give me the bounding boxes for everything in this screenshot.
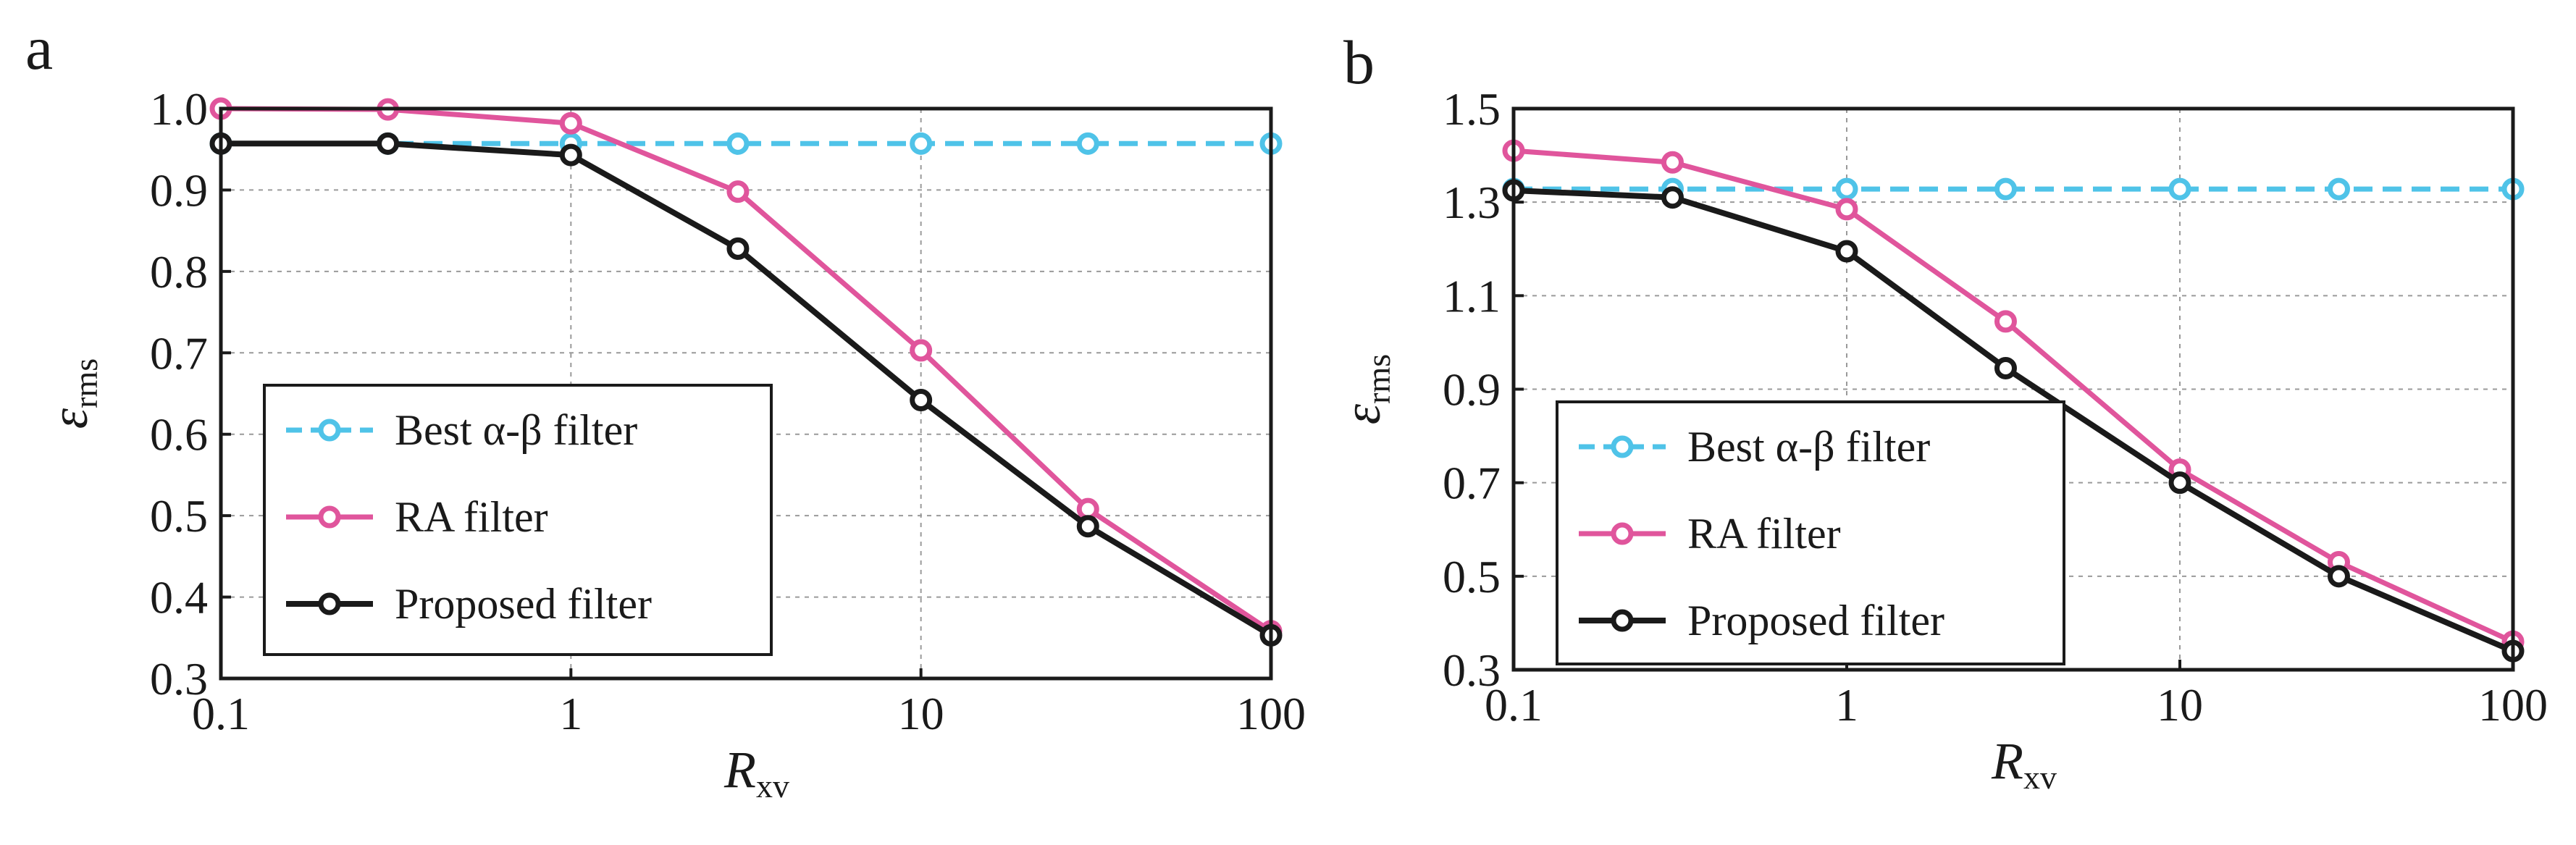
y-tick-label: 0.4 [150, 572, 208, 623]
legend-swatch-marker [1611, 435, 1634, 458]
data-point [1661, 186, 1684, 209]
data-point [1835, 240, 1858, 263]
legend-swatch-marker [1611, 522, 1634, 545]
x-tick-label: 100 [2478, 679, 2548, 731]
legend-entry-label: Proposed filter [395, 580, 652, 628]
data-point [910, 132, 933, 155]
data-point [726, 132, 750, 155]
legend-entry-label: Best α-β filter [1687, 423, 1930, 471]
data-point [726, 180, 750, 203]
data-point [559, 112, 582, 135]
y-axis-label-subscript: rms [67, 358, 104, 408]
y-tick-label: 0.8 [150, 246, 208, 298]
data-point [377, 132, 400, 155]
data-point [1835, 198, 1858, 221]
legend-swatch-marker [318, 592, 341, 615]
panel-a: a 0.1 1 10 100 0.3 0.4 0.5 0.6 0.7 0.8 0.9 1.0 Rxv εrm… [25, 13, 1306, 804]
panel-b: b 0.1 1 10 100 0.3 0.5 0.7 0.9 1.1 1.3 1.5 Rxv εrms Be… [1333, 28, 2548, 796]
x-tick-label: 1 [1835, 679, 1858, 731]
y-axis-label: εrms [1333, 354, 1397, 424]
plot-frame [219, 106, 1273, 681]
data-point [2168, 177, 2191, 201]
data-point [910, 388, 933, 411]
x-tick-label: 0.1 [192, 688, 250, 739]
y-axis-label: εrms [41, 358, 104, 429]
y-tick-label: 0.5 [150, 490, 208, 542]
x-axis-label-subscript: xv [756, 768, 789, 804]
data-point [2327, 565, 2350, 588]
y-tick-label: 0.3 [1443, 644, 1501, 696]
x-tick-label: 10 [898, 688, 944, 739]
data-point [726, 237, 750, 260]
x-tick-label: 100 [1236, 688, 1306, 739]
y-tick-label: 1.0 [150, 83, 208, 135]
legend-entry-label: Best α-β filter [395, 406, 637, 454]
legend-entry-label: RA filter [395, 493, 548, 541]
x-tick-label: 0.1 [1485, 679, 1543, 731]
x-tick-label: 10 [2157, 679, 2203, 731]
y-tick-label: 0.9 [150, 164, 208, 216]
data-point [1661, 151, 1684, 174]
y-tick-label: 1.5 [1443, 83, 1501, 135]
legend: Best α-β filter RA filter Proposed filter [263, 384, 773, 656]
data-point [1076, 132, 1099, 155]
y-tick-label: 0.5 [1443, 551, 1501, 602]
data-point [1076, 515, 1099, 538]
legend-swatch-marker [318, 505, 341, 529]
panel-letter: b [1343, 28, 1375, 97]
data-point [1994, 177, 2017, 201]
legend: Best α-β filter RA filter Proposed filter [1556, 400, 2065, 665]
y-tick-label: 1.1 [1443, 270, 1501, 321]
data-point [1994, 356, 2017, 379]
legend-entry-label: Proposed filter [1687, 597, 1944, 644]
y-tick-label: 0.9 [1443, 364, 1501, 416]
panel-letter: a [25, 13, 53, 83]
data-point [2168, 471, 2191, 495]
x-axis-label: Rxv [723, 741, 789, 804]
legend-entry-label: RA filter [1687, 510, 1841, 558]
y-axis-label-subscript: rms [1360, 354, 1397, 404]
data-point [1835, 177, 1858, 201]
data-point [2327, 177, 2350, 201]
legend-swatch-marker [318, 419, 341, 442]
legend-swatch-marker [1611, 609, 1634, 632]
x-axis-label-subscript: xv [2023, 759, 2057, 796]
x-tick-label: 1 [559, 688, 582, 739]
y-tick-label: 0.6 [150, 409, 208, 461]
y-tick-label: 0.3 [150, 653, 208, 705]
y-tick-label: 0.7 [1443, 458, 1501, 509]
x-axis-label: Rxv [1991, 732, 2057, 796]
data-point [1994, 310, 2017, 333]
data-point [910, 339, 933, 362]
data-point [559, 143, 582, 167]
y-tick-label: 1.3 [1443, 177, 1501, 228]
y-tick-label: 0.7 [150, 327, 208, 379]
